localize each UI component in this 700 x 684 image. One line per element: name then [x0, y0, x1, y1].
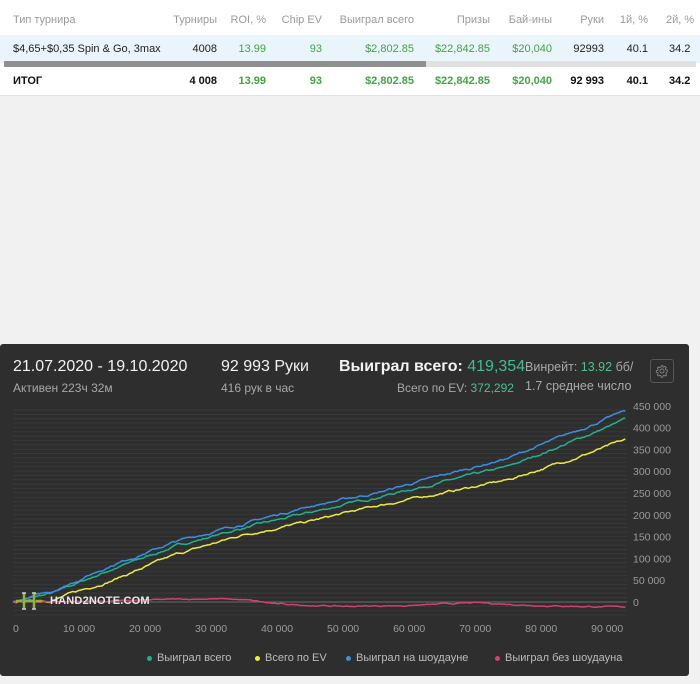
- winrate-value: 13.92: [580, 360, 613, 374]
- graph-panel: 21.07.2020 - 19.10.2020 Активен 223ч 32м…: [0, 344, 689, 676]
- gear-icon: [655, 365, 668, 378]
- legend-showdown-dot: [346, 655, 351, 661]
- cell-type: $4,65+$0,35 Spin & Go, 3max: [13, 43, 161, 55]
- hand2note-watermark: HAND2NOTE.COM: [14, 590, 150, 612]
- col-header-chip-ev[interactable]: Chip EV: [281, 14, 322, 26]
- cell-roi: 13.99: [238, 43, 266, 55]
- x-tick-label: 20 000: [129, 623, 161, 635]
- col-header-hands[interactable]: Руки: [580, 14, 604, 26]
- x-tick-label: 10 000: [63, 623, 95, 635]
- x-tick-label: 70 000: [459, 623, 491, 635]
- x-tick-label: 60 000: [393, 623, 425, 635]
- cell-second-pct: 34.2: [669, 43, 691, 55]
- x-axis-labels: 0 10 000 20 000 30 000 40 000 50 000 60 000 70 …: [13, 623, 623, 635]
- cell-won-total: $2,802.85: [365, 43, 414, 55]
- y-tick-label: 0: [633, 597, 639, 609]
- date-range: 21.07.2020 - 19.10.2020: [13, 358, 188, 375]
- series-line: [12, 417, 626, 603]
- active-time: Активен 223ч 32м: [13, 381, 113, 395]
- legend-ev-label: Всего по EV: [265, 652, 327, 664]
- col-header-type[interactable]: Тип турнира: [13, 14, 76, 26]
- legend-showdown-label: Выиграл на шоудауне: [356, 652, 469, 664]
- tournament-table: Тип турнира Турниры ROI, % Chip EV Выигр…: [0, 0, 700, 96]
- total-chip-ev: 93: [309, 75, 322, 87]
- legend-ev-dot: [255, 655, 260, 661]
- total-second-pct: 34.2: [669, 75, 691, 87]
- x-tick-label: 40 000: [261, 623, 293, 635]
- hand2note-logo-icon: [16, 592, 42, 610]
- chart-series: [12, 409, 626, 609]
- cell-tournaments: 4008: [192, 43, 217, 55]
- col-header-tournaments[interactable]: Турниры: [173, 14, 217, 26]
- y-tick-label: 400 000: [633, 423, 671, 435]
- y-tick-label: 250 000: [633, 488, 671, 500]
- legend-won-total[interactable]: Выиграл всего: [147, 652, 231, 664]
- legend-won-total-label: Выиграл всего: [157, 652, 232, 664]
- col-header-buyins[interactable]: Бай-ины: [508, 14, 552, 26]
- chart-grid: [13, 409, 627, 616]
- winrate-summary: Винрейт: 13.92 бб/: [525, 360, 633, 374]
- y-axis-labels: 450 000 400 000 350 000 300 000 250 000 200 0…: [633, 401, 671, 609]
- legend-non-showdown-label: Выиграл без шоудауна: [505, 652, 623, 664]
- cell-buyins: $20,040: [512, 43, 552, 55]
- legend-showdown[interactable]: Выиграл на шоудауне: [346, 652, 468, 664]
- legend-won-total-dot: [147, 655, 152, 661]
- y-tick-label: 50 000: [633, 575, 665, 587]
- won-total-label: Выиграл всего:: [339, 358, 463, 375]
- table-total-row: ИТОГ 4 008 13.99 93 $2,802.85 $22,842.85…: [0, 67, 700, 95]
- y-tick-label: 450 000: [633, 401, 671, 413]
- cell-chip-ev: 93: [309, 43, 322, 55]
- watermark-text: HAND2NOTE.COM: [50, 595, 150, 607]
- ev-summary: Всего по EV: 372,292: [397, 381, 514, 395]
- total-tournaments: 4 008: [189, 75, 217, 87]
- scrollbar-thumb[interactable]: [4, 61, 426, 67]
- col-header-roi[interactable]: ROI, %: [230, 14, 266, 26]
- cell-first-pct: 40.1: [626, 43, 648, 55]
- y-tick-label: 300 000: [633, 466, 671, 478]
- winrate-label: Винрейт:: [525, 360, 578, 374]
- total-first-pct: 40.1: [626, 75, 648, 87]
- legend-ev[interactable]: Всего по EV: [255, 652, 327, 664]
- x-tick-label: 30 000: [195, 623, 227, 635]
- col-header-first-pct[interactable]: 1й, %: [619, 14, 648, 26]
- total-label: ИТОГ: [13, 75, 43, 87]
- profit-chart: 450 000 400 000 350 000 300 000 250 000 200 0…: [12, 401, 671, 635]
- total-roi: 13.99: [238, 75, 266, 87]
- table-row[interactable]: $4,65+$0,35 Spin & Go, 3max 4008 13.99 9…: [0, 35, 700, 63]
- won-total-value: 419,354: [467, 358, 526, 375]
- col-header-second-pct[interactable]: 2й, %: [666, 14, 695, 26]
- legend-non-showdown[interactable]: Выиграл без шоудауна: [495, 652, 622, 664]
- winrate-unit: бб/: [615, 360, 634, 374]
- total-hands: 92 993: [570, 75, 604, 87]
- x-tick-label: 0: [13, 623, 19, 635]
- total-prizes: $22,842.85: [434, 75, 490, 87]
- x-tick-label: 50 000: [327, 623, 359, 635]
- x-tick-label: 90 000: [591, 623, 623, 635]
- ev-value: 372,292: [470, 381, 514, 395]
- settings-button[interactable]: [650, 359, 674, 383]
- hands-per-hour: 416 рук в час: [221, 381, 295, 395]
- cell-hands: 92993: [573, 43, 604, 55]
- series-line: [12, 409, 626, 603]
- y-tick-label: 200 000: [633, 510, 671, 522]
- cell-prizes: $22,842.85: [434, 43, 490, 55]
- y-tick-label: 100 000: [633, 553, 671, 565]
- total-buyins: $20,040: [512, 75, 552, 87]
- won-total-summary: Выиграл всего: 419,354: [339, 358, 525, 376]
- avg-label: 1.7 среднее число: [525, 379, 632, 393]
- y-tick-label: 150 000: [633, 532, 671, 544]
- legend-non-showdown-dot: [495, 655, 500, 661]
- series-line: [12, 438, 626, 604]
- horizontal-scrollbar[interactable]: [4, 61, 696, 67]
- total-won-total: $2,802.85: [365, 75, 414, 87]
- series-line: [12, 597, 626, 609]
- hands-count: 92 993 Руки: [221, 358, 309, 375]
- ev-label: Всего по EV:: [397, 381, 468, 395]
- col-header-won-total[interactable]: Выиграл всего: [339, 14, 414, 26]
- y-tick-label: 350 000: [633, 444, 671, 456]
- col-header-prizes[interactable]: Призы: [456, 14, 490, 26]
- table-header-row: Тип турнира Турниры ROI, % Chip EV Выигр…: [0, 6, 700, 34]
- x-tick-label: 80 000: [525, 623, 557, 635]
